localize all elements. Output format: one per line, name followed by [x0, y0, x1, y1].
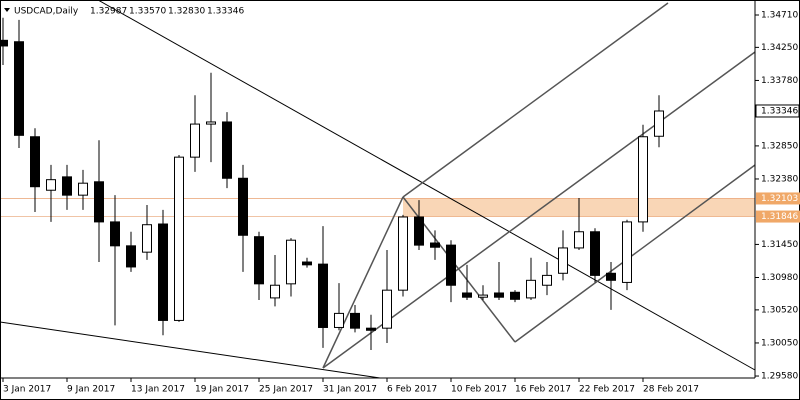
candle-body	[190, 123, 200, 158]
candle-body	[110, 221, 120, 247]
candle-body	[0, 39, 8, 47]
trendline	[97, 0, 756, 371]
candle-body	[46, 179, 56, 191]
candle-body	[622, 221, 632, 283]
pitchfork-line	[402, 2, 669, 198]
symbol-title: USDCAD,Daily	[14, 7, 79, 17]
header-close: 1.33346	[207, 7, 244, 17]
y-tick-label: 1.29580	[761, 372, 798, 382]
y-tick-label: 1.30050	[761, 338, 798, 348]
candle-body	[334, 312, 344, 328]
candle-body	[302, 261, 312, 266]
x-tick-label: 25 Jan 2017	[259, 385, 313, 395]
candle-body	[430, 242, 440, 248]
y-tick-label: 1.30520	[761, 305, 798, 315]
candle-body	[606, 272, 616, 281]
candle-body	[14, 41, 24, 136]
pitchfork-line	[322, 196, 404, 369]
trendlines	[0, 0, 756, 379]
pitchfork-line	[514, 164, 756, 343]
zone-price-box	[756, 210, 800, 223]
trendline	[0, 321, 381, 379]
y-tick-label: 1.33780	[761, 76, 798, 86]
y-tick-label: 1.31450	[761, 240, 798, 250]
x-tick-label: 10 Feb 2017	[451, 385, 507, 395]
x-tick-label: 28 Feb 2017	[643, 385, 699, 395]
header-high: 1.33570	[129, 7, 166, 17]
candle-body	[382, 289, 392, 329]
candle-body	[478, 294, 488, 298]
candle-body	[526, 279, 536, 299]
x-tick-label: 9 Jan 2017	[67, 385, 115, 395]
candle-body	[494, 292, 504, 298]
x-tick-label: 16 Feb 2017	[515, 385, 571, 395]
x-tick-label: 22 Feb 2017	[579, 385, 635, 395]
candle-body	[206, 121, 216, 125]
candle-body	[590, 231, 600, 276]
header-low: 1.32830	[168, 7, 205, 17]
candle-body	[350, 312, 360, 329]
candle-body	[238, 177, 248, 236]
candle-body	[574, 231, 584, 249]
candle-body	[462, 292, 472, 298]
candle-body	[126, 245, 136, 268]
candle-body	[446, 244, 456, 286]
candles	[0, 17, 664, 350]
candle-body	[174, 156, 184, 321]
x-tick-label: 6 Feb 2017	[387, 385, 437, 395]
last-price-label: 1.33346	[761, 106, 798, 116]
x-tick-label: 31 Jan 2017	[323, 385, 377, 395]
y-tick-label: 1.30980	[761, 273, 798, 283]
pitchfork	[322, 2, 756, 369]
candle-body	[654, 110, 664, 137]
candle-body	[558, 247, 568, 274]
y-tick-label: 1.34250	[761, 43, 798, 53]
zone-price-label: 1.31846	[761, 212, 798, 222]
candle-body	[158, 223, 168, 321]
candle-body	[30, 136, 40, 188]
last-price-box	[755, 104, 800, 118]
x-tick-label: 3 Jan 2017	[3, 385, 51, 395]
candle-body	[270, 284, 280, 299]
candle-body	[286, 239, 296, 285]
zone-price-label: 1.32103	[761, 194, 798, 204]
y-tick-label: 1.34710	[761, 10, 798, 20]
pitchfork-line	[322, 51, 756, 369]
menu-arrow	[4, 8, 10, 12]
y-tick-label: 1.32380	[761, 174, 798, 184]
x-tick-label: 19 Jan 2017	[195, 385, 249, 395]
candle-body	[78, 182, 88, 196]
candle-body	[366, 327, 376, 331]
candle-body	[414, 216, 424, 246]
candle-body	[638, 136, 648, 223]
header-open: 1.32987	[90, 7, 127, 17]
candle-body	[62, 176, 72, 196]
candle-body	[398, 216, 408, 291]
candle-body	[318, 263, 328, 328]
x-tick-label: 13 Jan 2017	[131, 385, 185, 395]
zone-price-box	[756, 192, 800, 205]
candle-body	[94, 181, 104, 223]
candle-body	[142, 224, 152, 253]
candle-body	[254, 236, 264, 285]
candle-body	[542, 274, 552, 286]
candle-body	[222, 121, 232, 179]
candle-body	[510, 291, 520, 300]
y-tick-label: 1.32850	[761, 141, 798, 151]
